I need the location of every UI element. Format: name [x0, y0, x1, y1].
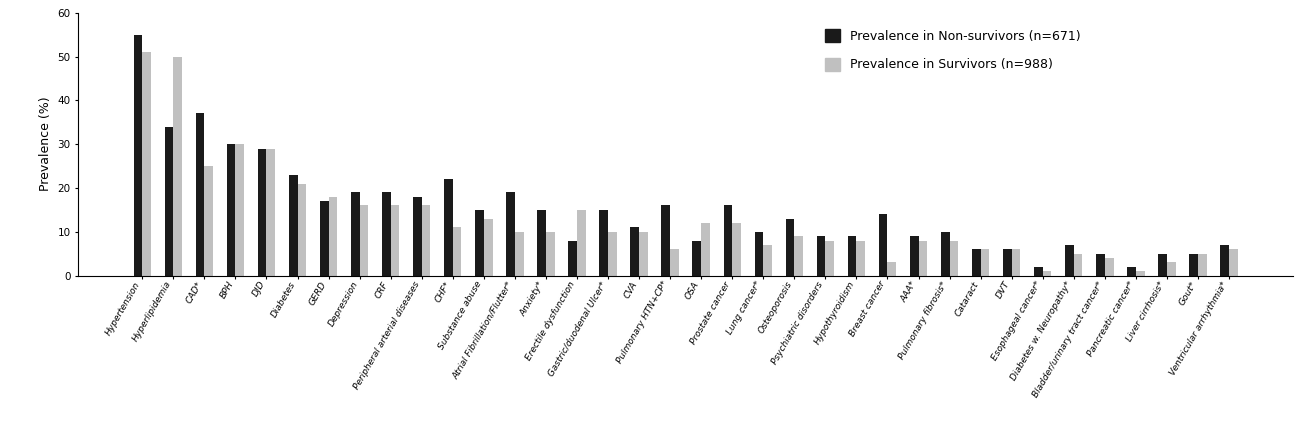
- Bar: [848, 236, 857, 276]
- Bar: [981, 249, 990, 276]
- Bar: [204, 166, 213, 276]
- Bar: [949, 240, 959, 276]
- Legend: Prevalence in Non-survivors (n=671), Prevalence in Survivors (n=988): Prevalence in Non-survivors (n=671), Pre…: [820, 24, 1085, 76]
- Bar: [359, 206, 368, 276]
- Y-axis label: Prevalence (%): Prevalence (%): [39, 97, 52, 192]
- Bar: [1190, 254, 1198, 276]
- Bar: [609, 232, 616, 276]
- Bar: [1229, 249, 1238, 276]
- Bar: [1198, 254, 1207, 276]
- Bar: [857, 240, 865, 276]
- Bar: [196, 114, 204, 276]
- Bar: [227, 144, 235, 276]
- Bar: [515, 232, 524, 276]
- Bar: [661, 206, 670, 276]
- Bar: [1168, 262, 1175, 276]
- Bar: [1220, 245, 1229, 276]
- Bar: [133, 35, 142, 276]
- Bar: [724, 206, 733, 276]
- Bar: [755, 232, 763, 276]
- Bar: [174, 56, 182, 276]
- Bar: [1034, 267, 1042, 276]
- Bar: [537, 210, 546, 276]
- Bar: [816, 236, 825, 276]
- Bar: [1127, 267, 1136, 276]
- Bar: [786, 219, 794, 276]
- Bar: [639, 232, 648, 276]
- Bar: [1066, 245, 1074, 276]
- Bar: [1042, 271, 1051, 276]
- Bar: [453, 227, 461, 276]
- Bar: [763, 245, 772, 276]
- Bar: [1136, 271, 1144, 276]
- Bar: [413, 197, 422, 276]
- Bar: [257, 148, 266, 276]
- Bar: [507, 192, 515, 276]
- Bar: [444, 179, 453, 276]
- Bar: [475, 210, 483, 276]
- Bar: [794, 236, 803, 276]
- Bar: [1105, 258, 1114, 276]
- Bar: [320, 201, 329, 276]
- Bar: [940, 232, 949, 276]
- Bar: [879, 214, 888, 276]
- Bar: [1012, 249, 1020, 276]
- Bar: [670, 249, 679, 276]
- Bar: [422, 206, 431, 276]
- Bar: [351, 192, 359, 276]
- Bar: [1096, 254, 1105, 276]
- Bar: [235, 144, 244, 276]
- Bar: [599, 210, 609, 276]
- Bar: [483, 219, 492, 276]
- Bar: [733, 223, 741, 276]
- Bar: [910, 236, 918, 276]
- Bar: [692, 240, 701, 276]
- Bar: [701, 223, 710, 276]
- Bar: [329, 197, 337, 276]
- Bar: [825, 240, 835, 276]
- Bar: [381, 192, 390, 276]
- Bar: [546, 232, 555, 276]
- Bar: [142, 52, 151, 276]
- Bar: [1003, 249, 1012, 276]
- Bar: [972, 249, 981, 276]
- Bar: [577, 210, 585, 276]
- Bar: [888, 262, 896, 276]
- Bar: [266, 148, 276, 276]
- Bar: [298, 184, 306, 276]
- Bar: [568, 240, 577, 276]
- Bar: [165, 127, 174, 276]
- Bar: [390, 206, 400, 276]
- Bar: [1074, 254, 1083, 276]
- Bar: [631, 227, 639, 276]
- Bar: [289, 175, 298, 276]
- Bar: [1158, 254, 1168, 276]
- Bar: [918, 240, 927, 276]
